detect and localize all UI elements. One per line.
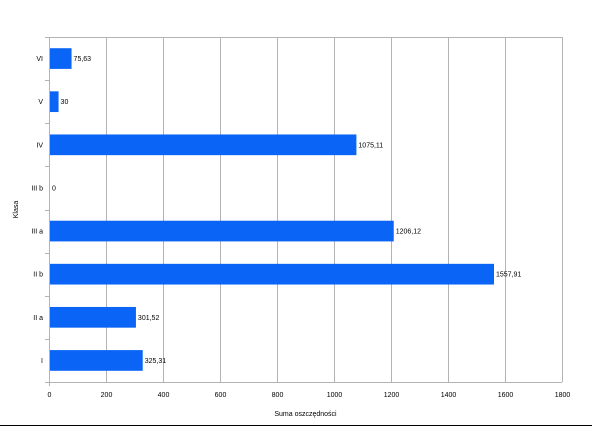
y-axis-title: Klasa bbox=[13, 201, 20, 219]
y-category-label: I bbox=[41, 358, 43, 365]
bar-ii-a bbox=[50, 306, 136, 328]
x-tick-label: 1200 bbox=[384, 392, 400, 399]
x-tick-label: 1800 bbox=[555, 392, 571, 399]
y-category-label: II a bbox=[33, 315, 43, 322]
x-tick-label: 1400 bbox=[441, 392, 457, 399]
data-label: 1557,91 bbox=[496, 272, 521, 279]
data-label: 75,63 bbox=[74, 56, 92, 63]
bar-iv bbox=[50, 134, 357, 156]
data-label: 301,52 bbox=[138, 315, 160, 322]
y-category-label: III b bbox=[31, 185, 43, 192]
x-tick-label: 200 bbox=[101, 392, 113, 399]
x-tick-label: 1600 bbox=[498, 392, 514, 399]
x-tick-label: 400 bbox=[158, 392, 170, 399]
bar-vi bbox=[50, 48, 72, 69]
data-label: 1206,12 bbox=[396, 229, 421, 236]
labels: 0 200 400 600 800 1000 1200 1400 1600 1800 I 325,31… bbox=[31, 56, 570, 399]
y-category-label: VI bbox=[36, 56, 43, 63]
bars bbox=[50, 48, 495, 371]
x-tick-label: 800 bbox=[272, 392, 284, 399]
y-category-label: II b bbox=[33, 272, 43, 279]
bar-v bbox=[50, 91, 59, 113]
x-axis-title: Suma oszczędności bbox=[274, 411, 337, 418]
data-label: 1075,11 bbox=[358, 142, 383, 149]
bar-ii-b bbox=[50, 263, 495, 285]
x-tick-label: 1000 bbox=[327, 392, 343, 399]
axes bbox=[45, 37, 562, 386]
x-tick-label: 600 bbox=[215, 392, 227, 399]
bar-iii-a bbox=[50, 220, 394, 242]
y-category-label: V bbox=[38, 99, 43, 106]
gridlines bbox=[49, 37, 563, 382]
x-tick-label: 0 bbox=[48, 392, 52, 399]
data-label: 0 bbox=[52, 185, 56, 192]
y-category-label: IV bbox=[36, 142, 43, 149]
y-category-label: III a bbox=[31, 229, 43, 236]
bar-i bbox=[50, 350, 143, 371]
data-label: 30 bbox=[61, 99, 69, 106]
frame-bottom-line bbox=[0, 425, 592, 426]
data-label: 325,31 bbox=[145, 358, 167, 365]
